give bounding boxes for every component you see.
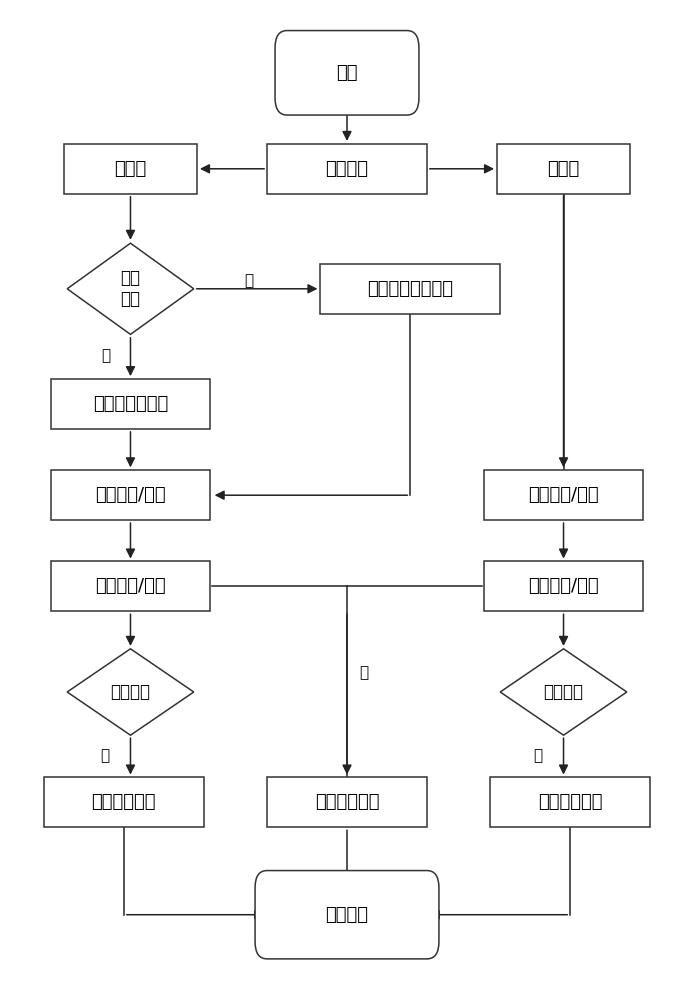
FancyBboxPatch shape xyxy=(484,470,643,520)
Text: 宽谱段紫外滤光片: 宽谱段紫外滤光片 xyxy=(367,280,453,298)
Text: 输出融合图像: 输出融合图像 xyxy=(315,793,379,811)
Text: 检测结束: 检测结束 xyxy=(325,906,369,924)
Text: 红外调焦/变倍: 红外调焦/变倍 xyxy=(528,486,599,504)
Text: 图像融合: 图像融合 xyxy=(110,683,151,701)
Text: 强: 强 xyxy=(101,349,110,363)
Text: 红外开: 红外开 xyxy=(548,160,579,178)
FancyBboxPatch shape xyxy=(44,777,204,827)
FancyBboxPatch shape xyxy=(275,31,419,115)
Text: 紫外图片/视频: 紫外图片/视频 xyxy=(95,577,166,595)
Text: 日盲紫外滤光片: 日盲紫外滤光片 xyxy=(93,395,168,413)
FancyBboxPatch shape xyxy=(497,144,630,194)
FancyBboxPatch shape xyxy=(490,777,650,827)
FancyBboxPatch shape xyxy=(321,264,500,314)
Text: 红外图片/视频: 红外图片/视频 xyxy=(528,577,599,595)
Polygon shape xyxy=(500,649,627,735)
FancyBboxPatch shape xyxy=(64,144,197,194)
Text: 图像融合: 图像融合 xyxy=(543,683,584,701)
Text: 开机: 开机 xyxy=(337,64,357,82)
FancyBboxPatch shape xyxy=(51,470,210,520)
Text: 紫外调焦/变倍: 紫外调焦/变倍 xyxy=(95,486,166,504)
FancyBboxPatch shape xyxy=(267,777,427,827)
Polygon shape xyxy=(67,243,194,334)
Text: 否: 否 xyxy=(533,748,542,763)
Text: 弱: 弱 xyxy=(244,274,253,289)
FancyBboxPatch shape xyxy=(484,561,643,611)
Text: 背景
判定: 背景 判定 xyxy=(121,269,140,308)
Text: 通道开启: 通道开启 xyxy=(325,160,369,178)
Text: 紫外开: 紫外开 xyxy=(115,160,146,178)
Text: 是: 是 xyxy=(359,665,368,680)
FancyBboxPatch shape xyxy=(51,561,210,611)
FancyBboxPatch shape xyxy=(267,144,427,194)
Text: 输出红外图像: 输出红外图像 xyxy=(538,793,602,811)
Polygon shape xyxy=(67,649,194,735)
Text: 否: 否 xyxy=(100,748,109,763)
FancyBboxPatch shape xyxy=(255,871,439,959)
Text: 输出紫外图像: 输出紫外图像 xyxy=(92,793,156,811)
FancyBboxPatch shape xyxy=(51,379,210,429)
